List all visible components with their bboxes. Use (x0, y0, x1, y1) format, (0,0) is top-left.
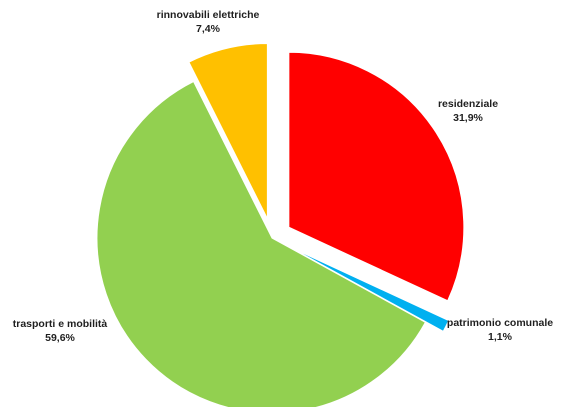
pie-labels: residenziale 31,9% patrimonio comunale 1,1%… (13, 9, 554, 344)
slice-category-label: rinnovabili elettriche (157, 9, 260, 21)
slice-value-label: 31,9% (453, 112, 483, 124)
pie-slice-residenziale (288, 51, 465, 302)
pie-slices (96, 43, 465, 407)
pie-slice-rinnovabili-elettriche (188, 43, 268, 219)
slice-category-label: trasporti e mobilità (13, 318, 108, 330)
slice-value-label: 1,1% (488, 331, 513, 343)
pie-slice-trasporti-e-mobilit (96, 80, 427, 407)
slice-category-label: residenziale (438, 98, 498, 110)
slice-value-label: 59,6% (45, 332, 75, 344)
slice-value-label: 7,4% (196, 23, 221, 35)
slice-category-label: patrimonio comunale (447, 317, 553, 329)
pie-slice-patrimonio-comunale (289, 246, 450, 333)
